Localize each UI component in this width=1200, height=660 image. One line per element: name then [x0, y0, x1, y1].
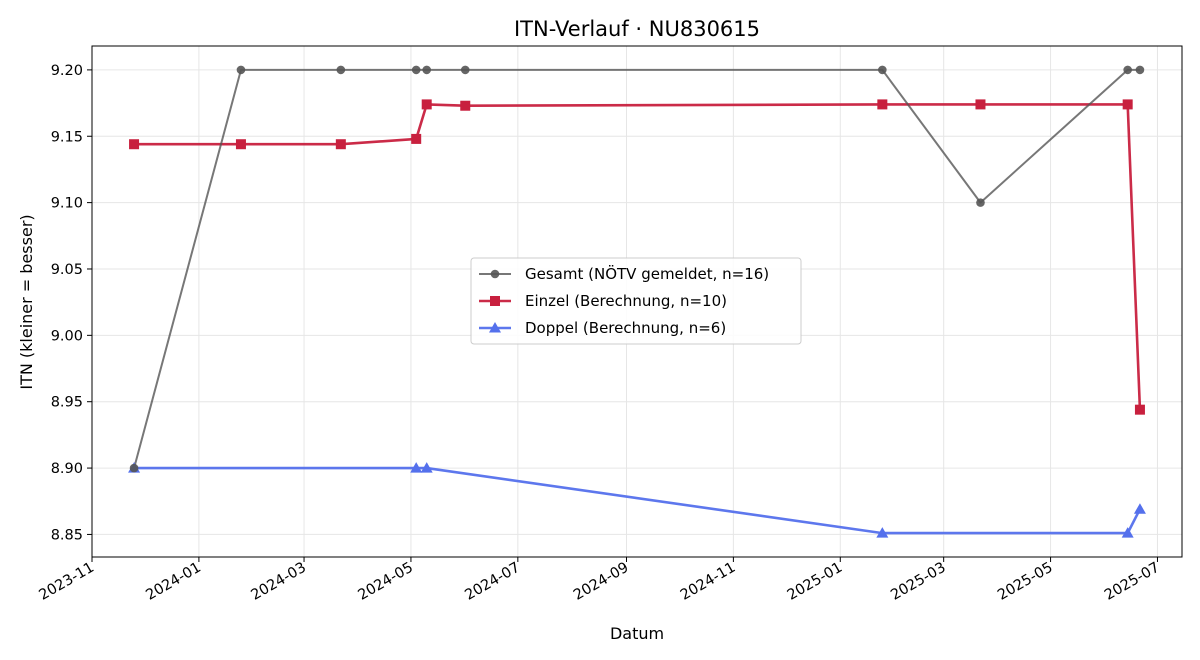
- x-tick-label: 2024-05: [355, 560, 415, 604]
- data-point-circle: [336, 65, 346, 75]
- legend-entry: Gesamt (NÖTV gemeldet, n=16): [525, 264, 769, 283]
- plot-frame: [91, 45, 1183, 558]
- data-point-square: [411, 133, 422, 144]
- y-axis-label: ITN (kleiner = besser): [17, 214, 36, 389]
- x-tick-label: 2024-03: [249, 560, 309, 604]
- y-tick-label: 8.85: [51, 527, 83, 543]
- data-point-circle: [878, 65, 887, 75]
- data-point-circle: [422, 65, 432, 75]
- series-markers: [128, 65, 1146, 538]
- y-axis-ticks: 8.85 8.90 8.95 9.00 9.05 9.10 9.15 9.20: [51, 63, 92, 543]
- data-point-square: [975, 99, 986, 110]
- y-tick-label: 8.90: [51, 461, 83, 477]
- y-tick-label: 9.15: [51, 129, 83, 145]
- legend-entry: Doppel (Berechnung, n=6): [525, 319, 726, 337]
- x-tick-label: 2025-07: [1102, 560, 1162, 604]
- y-tick-label: 8.95: [51, 395, 83, 411]
- legend-marker: [489, 322, 501, 333]
- series-line-triangle: [134, 466, 1142, 535]
- data-point-triangle: [1121, 527, 1134, 538]
- data-point-square: [877, 99, 888, 110]
- legend-box: [470, 257, 802, 345]
- data-point-square: [460, 100, 471, 111]
- data-point-triangle: [420, 462, 433, 473]
- data-point-square: [1122, 99, 1133, 110]
- data-point-square: [1134, 404, 1145, 415]
- y-tick-label: 9.20: [51, 63, 83, 79]
- y-tick-label: 9.00: [51, 328, 83, 344]
- data-point-square: [421, 99, 432, 110]
- data-point-circle: [236, 65, 246, 75]
- data-point-triangle: [1133, 503, 1146, 514]
- x-tick-label: 2024-11: [678, 560, 738, 604]
- x-axis-label: Datum: [610, 624, 664, 643]
- x-tick-label: 2023-11: [37, 560, 97, 604]
- data-point-circle: [1123, 65, 1132, 75]
- y-tick-label: 9.10: [51, 196, 83, 212]
- x-tick-label: 2024-09: [571, 560, 631, 604]
- legend-marker: [490, 296, 500, 306]
- legend: Gesamt (NÖTV gemeldet, n=16) Einzel (Bere…: [470, 257, 802, 345]
- series-lines: [133, 68, 1142, 535]
- x-tick-label: 2025-01: [785, 560, 845, 604]
- x-axis-ticks: 2023-11 2024-01 2024-03 2024-05 2024-07 2024-…: [37, 557, 1162, 604]
- x-tick-label: 2025-03: [888, 560, 948, 604]
- data-point-triangle: [876, 527, 889, 538]
- data-point-circle: [976, 198, 985, 207]
- data-point-square: [335, 139, 346, 150]
- data-point-triangle: [410, 462, 423, 473]
- data-point-square: [235, 139, 246, 150]
- data-point-circle: [411, 65, 421, 75]
- legend-marker: [490, 269, 500, 279]
- x-tick-label: 2025-05: [995, 560, 1055, 604]
- x-tick-label: 2024-01: [143, 560, 203, 604]
- data-point-circle: [460, 65, 470, 75]
- data-point-square: [129, 139, 140, 150]
- legend-entry: Einzel (Berechnung, n=10): [525, 292, 727, 310]
- series-line-square: [134, 103, 1142, 410]
- y-tick-label: 9.05: [51, 262, 83, 278]
- data-point-circle: [129, 463, 139, 473]
- chart-title: ITN-Verlauf · NU830615: [514, 17, 760, 41]
- series-line-circle: [133, 68, 1140, 469]
- x-tick-label: 2024-07: [462, 560, 522, 604]
- data-point-circle: [1135, 65, 1145, 75]
